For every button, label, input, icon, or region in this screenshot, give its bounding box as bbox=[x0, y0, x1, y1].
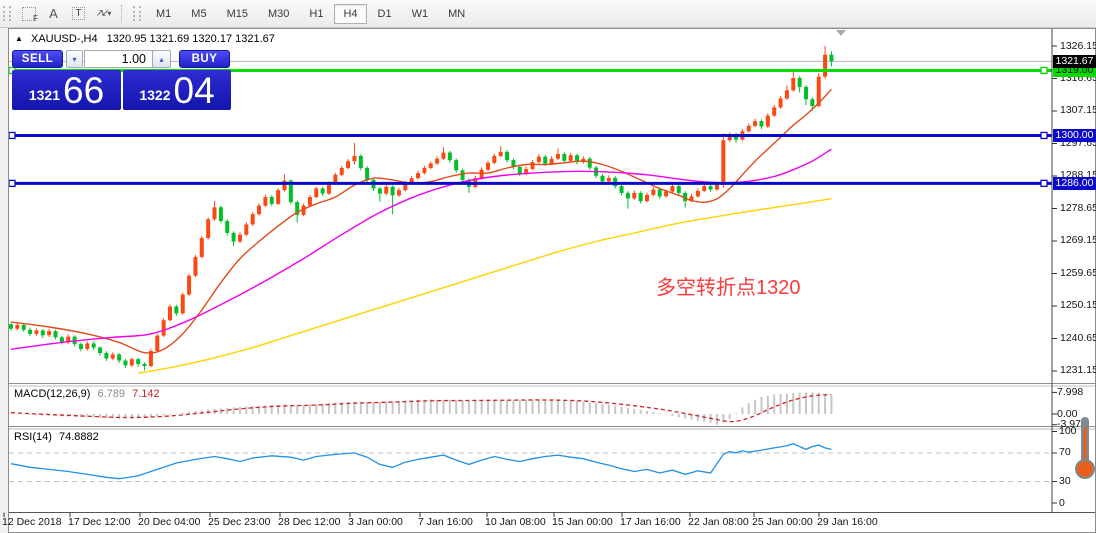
time-axis-label: 29 Jan 16:00 bbox=[817, 516, 878, 528]
buy-price-big: 04 bbox=[173, 70, 215, 111]
price-tick-label: 1259.65 bbox=[1060, 266, 1096, 279]
price-tick-label: 1326.15 bbox=[1060, 39, 1096, 52]
buy-price-box[interactable]: 1322 04 bbox=[123, 70, 231, 110]
toolbar-grip-2[interactable] bbox=[133, 6, 141, 21]
timeframe-button-d1[interactable]: D1 bbox=[369, 4, 401, 24]
hline-1319-edge-handle[interactable] bbox=[0, 67, 6, 74]
dropdown-caret-icon: ▾ bbox=[107, 9, 112, 18]
buy-price-small: 1322 bbox=[139, 87, 171, 103]
toolbar: F A T ↗↙ ▾ M1 M5 M15 M30 H1 H4 D1 W1 MN bbox=[0, 0, 1096, 28]
textbox-t-icon[interactable]: T bbox=[66, 3, 91, 24]
rsi-header: RSI(14) 74.8882 bbox=[14, 431, 99, 443]
price-badge-1286.00: 1286.00 bbox=[1053, 176, 1096, 190]
chart-title: XAUUSD-,H4 bbox=[30, 33, 98, 45]
price-tick-label: 1269.15 bbox=[1060, 234, 1096, 247]
time-axis-label: 28 Dec 12:00 bbox=[278, 516, 341, 528]
hline-1286-handle-right[interactable] bbox=[1040, 179, 1048, 188]
chart-header: ▲ XAUUSD-,H4 1320.95 1321.69 1320.17 132… bbox=[15, 33, 275, 45]
macd-scale-label: 7.998 bbox=[1057, 385, 1084, 398]
price-tick-label: 1278.65 bbox=[1060, 201, 1096, 214]
sell-button[interactable]: SELL bbox=[12, 50, 63, 68]
volume-up-button[interactable]: ▴ bbox=[152, 50, 171, 68]
macd-scale-label: -3.972 bbox=[1057, 418, 1087, 431]
hline-1300-handle-right[interactable] bbox=[1040, 131, 1048, 140]
time-axis-label: 25 Dec 23:00 bbox=[208, 516, 271, 528]
time-axis-label: 12 Dec 2018 bbox=[2, 516, 62, 528]
price-tick-label: 1250.15 bbox=[1060, 299, 1096, 312]
price-tick-label: 1231.15 bbox=[1060, 364, 1096, 377]
sell-price-small: 1321 bbox=[28, 87, 60, 103]
text-a-icon[interactable]: A bbox=[41, 3, 66, 24]
time-axis-label: 17 Dec 12:00 bbox=[68, 516, 131, 528]
macd-panel bbox=[10, 392, 833, 425]
timeframe-button-mn[interactable]: MN bbox=[439, 4, 474, 24]
macd-scale-label: 0.00 bbox=[1057, 407, 1078, 420]
price-badge-1300.00: 1300.00 bbox=[1053, 128, 1096, 142]
timeframe-bar: M1 M5 M15 M30 H1 H4 D1 W1 MN bbox=[146, 3, 475, 24]
grid-box bbox=[21, 6, 36, 21]
rsi-scale-label: 70 bbox=[1059, 446, 1071, 459]
price-tick-label: 1240.65 bbox=[1060, 331, 1096, 344]
macd-main-value: 6.789 bbox=[97, 388, 126, 400]
toolbar-separator bbox=[121, 4, 123, 23]
sell-price-big: 66 bbox=[63, 70, 105, 111]
timeframe-button-m5[interactable]: M5 bbox=[182, 4, 215, 24]
ma-slow-line bbox=[138, 198, 832, 374]
time-axis-label: 15 Jan 00:00 bbox=[552, 516, 613, 528]
macd-header: MACD(12,26,9) 6.789 7.142 bbox=[14, 388, 160, 400]
chart-annotation-text: 多空转折点1320 bbox=[656, 277, 801, 299]
timeframe-button-m1[interactable]: M1 bbox=[147, 4, 180, 24]
timeframe-button-m30[interactable]: M30 bbox=[259, 4, 298, 24]
time-axis-label: 10 Jan 08:00 bbox=[485, 516, 546, 528]
rsi-label: RSI(14) bbox=[14, 431, 52, 443]
thermometer-icon[interactable] bbox=[1073, 415, 1096, 481]
macd-signal-line bbox=[10, 394, 832, 423]
time-axis-label: 7 Jan 16:00 bbox=[418, 516, 473, 528]
volume-input[interactable] bbox=[84, 50, 153, 68]
collapse-marker-icon[interactable]: ▲ bbox=[15, 34, 23, 43]
price-badge-1321.67: 1321.67 bbox=[1053, 54, 1096, 68]
chart-shift-marker-icon bbox=[836, 30, 846, 36]
rsi-value: 74.8882 bbox=[58, 431, 99, 443]
arrows-icon[interactable]: ↗↙ ▾ bbox=[91, 3, 116, 24]
ma-mid-line bbox=[10, 148, 832, 350]
buy-button[interactable]: BUY bbox=[179, 50, 230, 68]
hline-1286-handle-left[interactable] bbox=[9, 179, 16, 188]
ma-f ast-line bbox=[10, 88, 832, 354]
macd-label: MACD(12,26,9) bbox=[14, 388, 91, 400]
hline-1300-handle-left[interactable] bbox=[9, 131, 16, 140]
hline-1319-handle-right[interactable] bbox=[1040, 66, 1048, 75]
price-tick-label: 1307.15 bbox=[1060, 104, 1096, 117]
rsi-scale-label: 0 bbox=[1059, 496, 1065, 509]
timeframe-button-h4[interactable]: H4 bbox=[334, 3, 367, 24]
candles-layer bbox=[9, 45, 834, 371]
grid-f-icon[interactable]: F bbox=[16, 3, 41, 24]
time-axis-label: 17 Jan 16:00 bbox=[620, 516, 681, 528]
toolbar-grip[interactable] bbox=[3, 6, 11, 21]
rsi-panel bbox=[9, 443, 1052, 483]
timeframe-button-h1[interactable]: H1 bbox=[300, 4, 332, 24]
rsi-scale-label: 30 bbox=[1059, 475, 1071, 488]
time-axis-label: 3 Jan 00:00 bbox=[348, 516, 403, 528]
timeframe-button-w1[interactable]: W1 bbox=[403, 4, 438, 24]
timeframe-button-m15[interactable]: M15 bbox=[218, 4, 257, 24]
time-axis-label: 25 Jan 00:00 bbox=[752, 516, 813, 528]
time-axis-label: 22 Jan 08:00 bbox=[688, 516, 749, 528]
grid-f-letter: F bbox=[33, 14, 38, 23]
time-axis-label: 20 Dec 04:00 bbox=[138, 516, 201, 528]
main-price-panel bbox=[0, 30, 1052, 374]
chart-ohlc-values: 1320.95 1321.69 1320.17 1321.67 bbox=[106, 33, 275, 45]
volume-down-button[interactable]: ▾ bbox=[66, 50, 83, 68]
rsi-line bbox=[10, 443, 832, 480]
sell-price-box[interactable]: 1321 66 bbox=[12, 70, 121, 110]
macd-signal-value: 7.142 bbox=[132, 388, 160, 400]
rsi-scale-label: 100 bbox=[1059, 425, 1077, 437]
